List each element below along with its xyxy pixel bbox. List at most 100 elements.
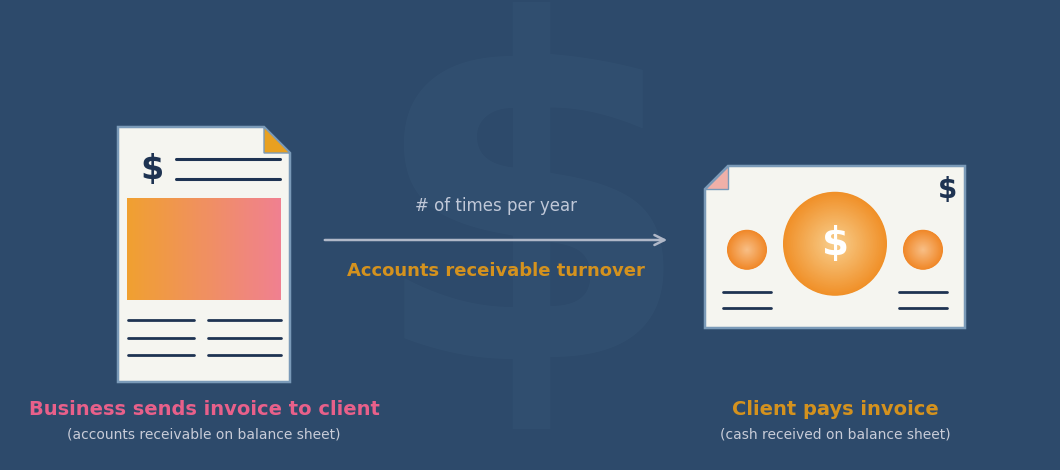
- Circle shape: [915, 242, 932, 258]
- Circle shape: [911, 237, 936, 263]
- Circle shape: [728, 231, 765, 268]
- Bar: [271, 198, 273, 300]
- Circle shape: [825, 234, 846, 254]
- Bar: [206, 198, 208, 300]
- Bar: [162, 198, 164, 300]
- Bar: [154, 198, 155, 300]
- Circle shape: [903, 230, 943, 270]
- Circle shape: [746, 249, 747, 251]
- Circle shape: [833, 242, 837, 246]
- Circle shape: [785, 195, 884, 293]
- Circle shape: [818, 227, 851, 260]
- Circle shape: [740, 243, 754, 257]
- Circle shape: [803, 212, 867, 275]
- Bar: [270, 198, 272, 300]
- Circle shape: [914, 241, 932, 258]
- Bar: [263, 198, 264, 300]
- Circle shape: [914, 241, 932, 259]
- Circle shape: [916, 242, 931, 258]
- Bar: [128, 198, 130, 300]
- Circle shape: [731, 234, 762, 266]
- Bar: [184, 198, 186, 300]
- Bar: [187, 198, 189, 300]
- Circle shape: [916, 243, 930, 257]
- Circle shape: [736, 238, 759, 261]
- Bar: [261, 198, 263, 300]
- Bar: [207, 198, 209, 300]
- Circle shape: [741, 244, 753, 256]
- Circle shape: [740, 243, 755, 257]
- Circle shape: [913, 239, 934, 260]
- Bar: [175, 198, 177, 300]
- Circle shape: [815, 224, 854, 263]
- Polygon shape: [118, 127, 290, 382]
- Bar: [258, 198, 260, 300]
- Bar: [247, 198, 249, 300]
- Polygon shape: [264, 127, 290, 153]
- Circle shape: [823, 231, 847, 256]
- Circle shape: [814, 223, 855, 265]
- Circle shape: [801, 210, 869, 278]
- Circle shape: [742, 245, 752, 255]
- Circle shape: [906, 233, 940, 266]
- Bar: [137, 198, 138, 300]
- Circle shape: [734, 236, 761, 264]
- Bar: [181, 198, 182, 300]
- Circle shape: [921, 248, 924, 251]
- Circle shape: [810, 219, 860, 268]
- Circle shape: [793, 202, 877, 285]
- Circle shape: [798, 207, 871, 280]
- Bar: [241, 198, 243, 300]
- Circle shape: [916, 243, 931, 257]
- Circle shape: [743, 246, 750, 254]
- Bar: [219, 198, 222, 300]
- Bar: [134, 198, 135, 300]
- Circle shape: [736, 239, 758, 261]
- Circle shape: [822, 230, 849, 258]
- Circle shape: [903, 230, 942, 269]
- Bar: [278, 198, 280, 300]
- Circle shape: [912, 238, 935, 261]
- Circle shape: [732, 235, 762, 265]
- Circle shape: [908, 235, 937, 264]
- Circle shape: [744, 247, 750, 253]
- Polygon shape: [705, 166, 728, 189]
- Text: Client pays invoice: Client pays invoice: [731, 400, 938, 419]
- Bar: [236, 198, 238, 300]
- Circle shape: [906, 233, 940, 267]
- Bar: [148, 198, 151, 300]
- Circle shape: [920, 247, 925, 252]
- Circle shape: [796, 205, 874, 283]
- Circle shape: [727, 230, 767, 270]
- Circle shape: [922, 249, 924, 251]
- Bar: [250, 198, 252, 300]
- Circle shape: [789, 197, 882, 290]
- Circle shape: [812, 221, 858, 266]
- Circle shape: [834, 243, 836, 245]
- Circle shape: [816, 225, 854, 263]
- Circle shape: [795, 204, 876, 284]
- Circle shape: [917, 244, 929, 255]
- Circle shape: [906, 234, 939, 266]
- Bar: [244, 198, 246, 300]
- Circle shape: [812, 220, 859, 267]
- Bar: [172, 198, 174, 300]
- Circle shape: [737, 239, 758, 260]
- Bar: [176, 198, 178, 300]
- Text: Accounts receivable turnover: Accounts receivable turnover: [347, 262, 644, 280]
- Circle shape: [730, 234, 763, 266]
- Circle shape: [904, 231, 941, 268]
- Bar: [268, 198, 270, 300]
- Circle shape: [809, 218, 861, 270]
- Bar: [224, 198, 226, 300]
- Bar: [173, 198, 175, 300]
- Bar: [226, 198, 228, 300]
- Circle shape: [785, 194, 885, 294]
- Circle shape: [797, 205, 873, 282]
- Bar: [182, 198, 184, 300]
- Bar: [199, 198, 201, 300]
- Circle shape: [831, 240, 838, 248]
- Circle shape: [918, 245, 928, 255]
- Circle shape: [808, 217, 862, 271]
- Bar: [179, 198, 181, 300]
